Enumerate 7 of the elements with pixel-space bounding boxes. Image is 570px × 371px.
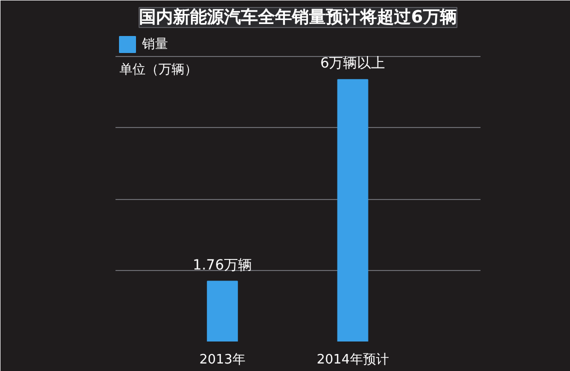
x-tick-label: 2013年 (199, 352, 246, 368)
x-tick-label: 2014年预计 (316, 352, 389, 368)
text: 单位（万辆） (120, 62, 198, 78)
text: 1.76万辆 (192, 257, 252, 274)
chart-title: 国内新能源汽车全年销量预计将超过6万辆 (139, 8, 457, 28)
legend-label: 销量 (142, 36, 168, 53)
text: 6万辆以上 (320, 56, 386, 72)
